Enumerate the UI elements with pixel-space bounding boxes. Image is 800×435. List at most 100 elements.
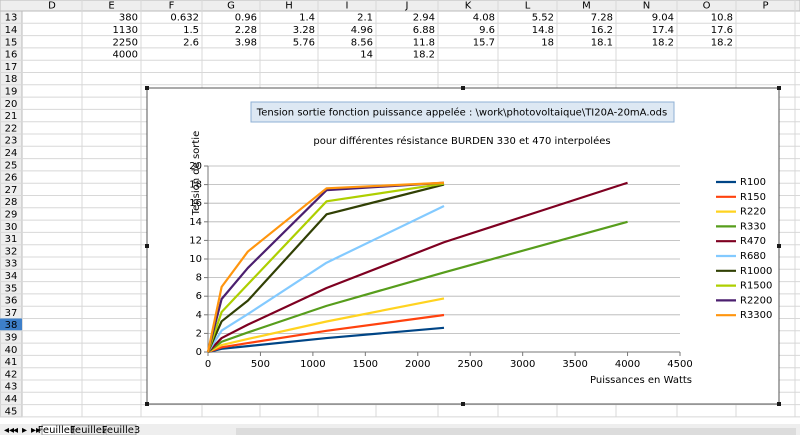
selection-handle[interactable] — [145, 244, 149, 248]
series-line — [207, 204, 445, 353]
tab-nav[interactable]: ◂ — [13, 425, 18, 435]
x-tick-label: 3000 — [510, 359, 535, 370]
column-header: E — [108, 1, 114, 12]
row-header: 32 — [5, 246, 18, 257]
row-header: 17 — [5, 62, 18, 73]
cell: 18.1 — [591, 37, 613, 48]
column-header: H — [285, 1, 293, 12]
row-header: 27 — [5, 185, 18, 196]
y-tick-label: 16 — [189, 198, 202, 209]
cell: 2.1 — [357, 13, 373, 24]
series-line — [206, 181, 445, 353]
sheet-tab-label[interactable]: Feuille1 — [38, 425, 77, 435]
cell: 5.52 — [532, 13, 554, 24]
tab-nav[interactable]: ◂◂ — [4, 425, 14, 435]
cell: 3.98 — [235, 37, 257, 48]
column-header: K — [465, 1, 472, 12]
selection-handle[interactable] — [461, 86, 465, 90]
y-tick-label: 18 — [189, 180, 202, 191]
legend-label: R1500 — [740, 281, 772, 292]
selection-handle[interactable] — [461, 402, 465, 406]
legend-label: R3300 — [740, 310, 772, 321]
selected-row-header — [0, 318, 22, 331]
selection-handle[interactable] — [145, 402, 149, 406]
sheet-tab[interactable] — [73, 424, 105, 435]
cell: 4.08 — [473, 13, 495, 24]
tab-scroll — [236, 428, 796, 435]
row-header: 37 — [5, 308, 18, 319]
row-header: 15 — [5, 37, 18, 48]
legend-label: R220 — [740, 207, 766, 218]
chart-title: Tension sortie fonction puissance appelé… — [256, 107, 667, 119]
column-header: L — [525, 1, 531, 12]
cell: 11.8 — [413, 37, 435, 48]
cell: 7.28 — [591, 13, 613, 24]
tab-nav[interactable]: ▸ — [22, 425, 27, 435]
cell: 17.6 — [711, 25, 733, 36]
selection-handle[interactable] — [777, 402, 781, 406]
sheet-tab-label[interactable]: Feuille2 — [70, 425, 109, 435]
y-tick-label: 0 — [196, 347, 202, 358]
series-line — [206, 181, 445, 353]
x-tick-label: 1500 — [353, 359, 378, 370]
y-tick-label: 10 — [189, 254, 202, 265]
row-header: 28 — [5, 197, 18, 208]
selection-handle[interactable] — [145, 86, 149, 90]
legend-label: R150 — [740, 192, 766, 203]
selection-handle[interactable] — [777, 244, 781, 248]
cell: 9.04 — [652, 13, 674, 24]
row-header: 26 — [5, 173, 18, 184]
y-tick-label: 12 — [189, 235, 202, 246]
cell: 4000 — [113, 50, 138, 61]
x-tick-label: 3500 — [562, 359, 587, 370]
row-header: 33 — [5, 259, 18, 270]
column-header: F — [169, 1, 175, 12]
legend-label: R470 — [740, 236, 766, 247]
series-line — [207, 220, 628, 353]
cell: 18.2 — [652, 37, 674, 48]
row-header: 44 — [5, 394, 18, 405]
row-header: 40 — [5, 345, 18, 356]
sheet-tab-label[interactable]: Feuille3 — [102, 425, 141, 435]
x-tick-label: 2500 — [457, 359, 482, 370]
legend-label: R2200 — [740, 295, 772, 306]
row-header: 39 — [5, 332, 18, 343]
y-tick-label: 14 — [189, 217, 202, 228]
cell: 1130 — [113, 25, 138, 36]
y-axis-label: Tension de sortie — [191, 131, 202, 217]
selection-handle[interactable] — [777, 86, 781, 90]
legend-label: R1000 — [740, 266, 772, 277]
y-tick-label: 4 — [196, 310, 202, 321]
row-header: 36 — [5, 296, 18, 307]
cell: 10.8 — [711, 13, 733, 24]
cell: 4.96 — [351, 25, 373, 36]
tab-nav[interactable]: ▸▸ — [31, 425, 41, 435]
cell: 2.28 — [235, 25, 257, 36]
row-header: 13 — [5, 13, 18, 24]
sheet-tab[interactable] — [41, 424, 73, 435]
row-header: 22 — [5, 123, 18, 134]
column-header: M — [582, 1, 591, 12]
cell: 1.4 — [299, 13, 315, 24]
row-header: 29 — [5, 209, 18, 220]
row-header: 19 — [5, 86, 18, 97]
row-header: 34 — [5, 271, 18, 282]
row-header: 45 — [5, 406, 18, 417]
cell: 2250 — [113, 37, 138, 48]
x-tick-label: 4000 — [615, 359, 640, 370]
x-tick-label: 2000 — [405, 359, 430, 370]
series-line — [207, 313, 445, 354]
sheet-tab[interactable] — [105, 424, 137, 435]
cell: 17.4 — [652, 25, 674, 36]
column-header: I — [346, 1, 349, 12]
cell: 18.2 — [711, 37, 733, 48]
cell: 2.6 — [183, 37, 199, 48]
y-tick-label: 2 — [196, 328, 202, 339]
y-tick-label: 6 — [196, 291, 202, 302]
cell: 5.76 — [293, 37, 315, 48]
cell: 16.2 — [591, 25, 613, 36]
row-header: 20 — [5, 99, 18, 110]
y-tick-label: 8 — [196, 273, 202, 284]
